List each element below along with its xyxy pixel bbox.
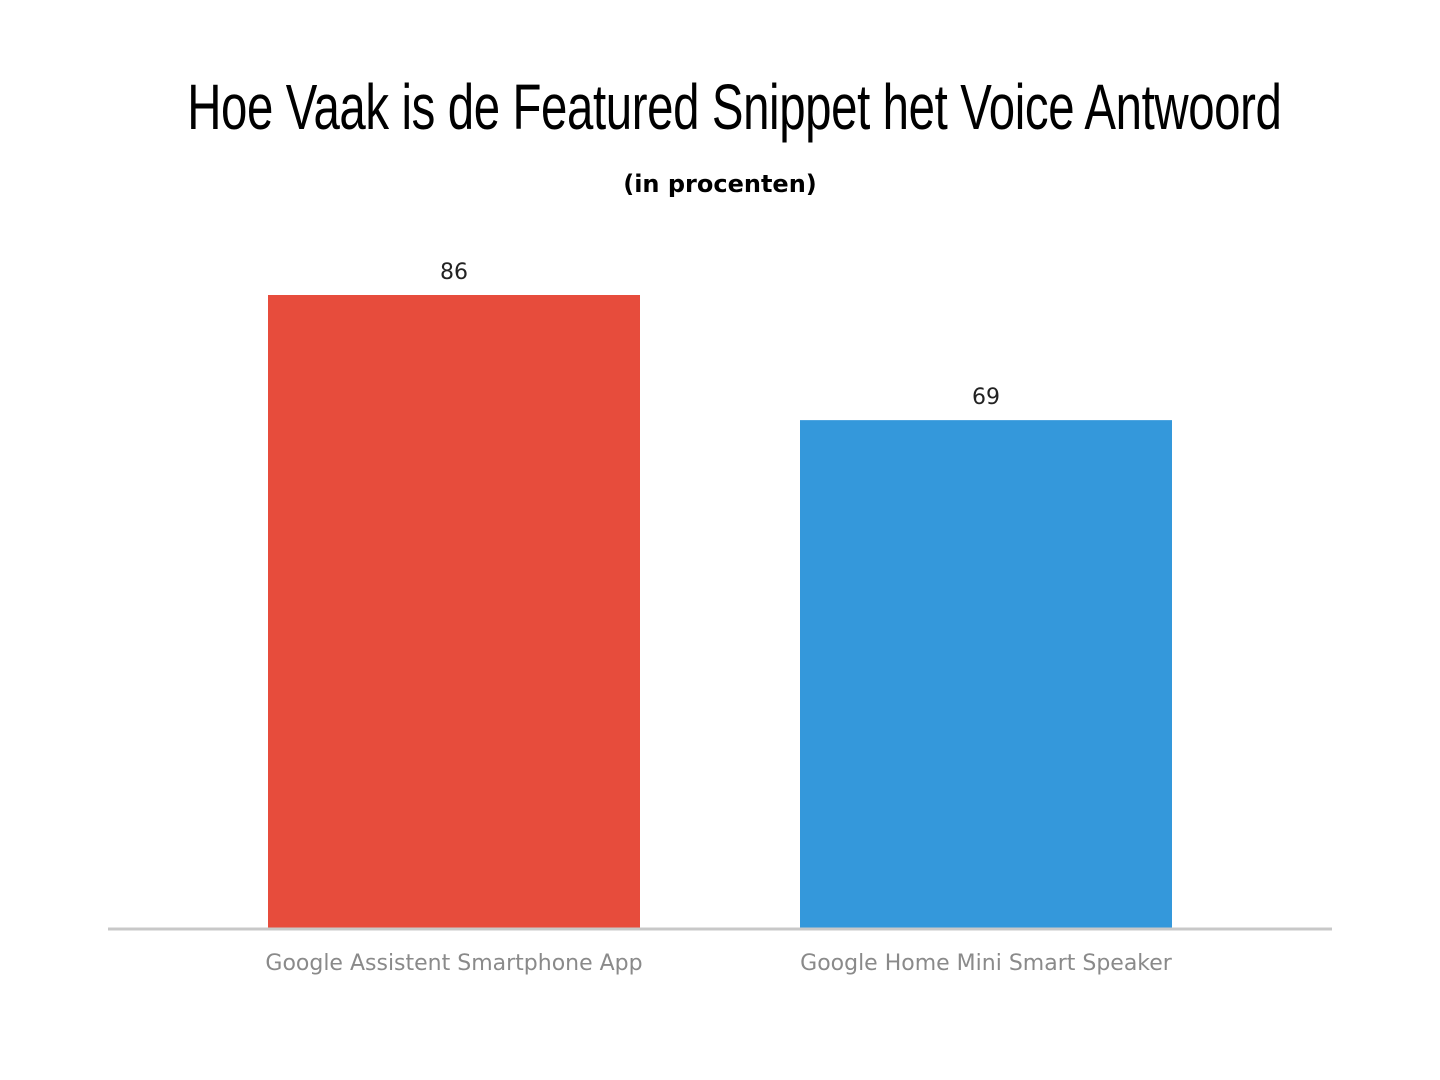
bar-value-label: 86 (440, 260, 468, 285)
category-label: Google Assistent Smartphone App (265, 951, 642, 976)
bar-2 (800, 420, 1172, 928)
category-label: Google Home Mini Smart Speaker (800, 951, 1173, 976)
chart-title: Hoe Vaak is de Featured Snippet het Voic… (187, 71, 1282, 143)
chart-subtitle: (in procenten) (623, 170, 817, 198)
bar-value-label: 69 (972, 385, 1000, 410)
bar-1 (268, 295, 640, 928)
